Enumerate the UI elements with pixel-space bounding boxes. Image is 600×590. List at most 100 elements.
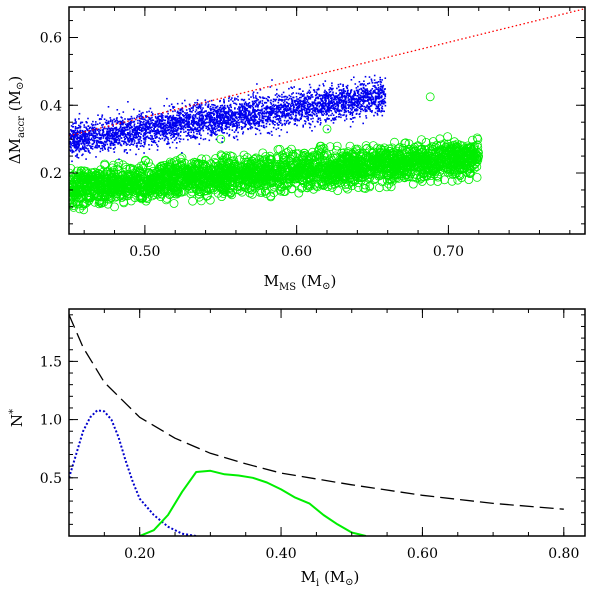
blue-point [268,123,271,126]
blue-point [336,97,339,99]
blue-point [261,108,263,110]
green-point [455,140,465,150]
blue-point [174,110,176,112]
blue-point [221,128,224,131]
blue-point [118,158,120,161]
blue-point [310,118,312,120]
blue-point [95,144,97,147]
blue-point [92,142,95,145]
blue-point [366,96,369,99]
blue-point [168,132,170,134]
blue-point [226,112,228,115]
blue-point [371,103,374,105]
blue-point [120,144,123,147]
blue-point [337,105,340,108]
blue-point [176,118,178,121]
blue-point [198,124,200,126]
blue-point [203,120,205,123]
blue-point [221,137,224,139]
blue-point [267,116,269,118]
blue-point [138,113,140,116]
green-point [323,182,333,192]
blue-point [214,125,217,128]
green-point [224,187,234,197]
blue-point [324,119,326,121]
green-point [113,164,122,174]
blue-point [170,103,173,106]
blue-point [172,136,174,138]
blue-point [189,113,192,116]
blue-point [226,127,228,129]
blue-point [196,133,198,135]
blue-point [111,121,114,123]
blue-point [347,99,350,101]
blue-point [196,128,199,131]
blue-point [380,109,383,112]
green-point [396,167,406,177]
blue-point [85,158,87,160]
blue-point [147,127,149,129]
blue-point [347,97,349,99]
green-point [308,167,318,177]
blue-point [331,84,333,87]
blue-point [163,119,166,122]
green-point [386,175,396,185]
blue-point [377,103,380,106]
blue-point [185,109,188,111]
blue-point [102,145,105,148]
blue-point [182,127,184,130]
blue-point [238,116,240,118]
blue-point [133,123,136,125]
blue-point [285,122,288,124]
green-point [118,160,128,170]
blue-point [174,121,176,123]
blue-point [297,92,300,95]
blue-point [280,99,282,101]
blue-point [328,111,330,113]
blue-point [212,110,215,113]
blue-point [234,108,236,110]
blue-point [286,105,288,107]
blue-point [102,131,105,133]
blue-point [324,101,326,104]
blue-point [207,111,210,114]
green-point [327,183,337,192]
blue-point [363,80,365,82]
green-point [86,171,96,181]
blue-point [83,124,85,126]
blue-point [318,95,321,97]
green-point [353,183,363,192]
blue-point [201,111,203,114]
blue-point [129,132,131,134]
blue-point [189,108,191,111]
blue-point [138,125,141,127]
blue-point [73,145,76,148]
green-point [241,170,251,180]
blue-point [380,81,383,83]
green-point [389,161,399,171]
blue-point [310,94,313,97]
blue-point [196,99,199,101]
blue-point [117,130,120,133]
blue-point [129,122,132,124]
blue-point [137,119,139,122]
blue-point [86,140,88,142]
blue-point [383,103,385,105]
blue-point [281,96,283,98]
green-point [105,169,115,179]
blue-point [118,141,121,144]
blue-point [330,119,333,122]
blue-point [125,126,127,128]
blue-point [293,110,296,113]
blue-point [109,143,112,145]
blue-point [210,112,213,114]
blue-point [81,129,84,132]
blue-point [292,92,294,94]
blue-point [325,119,327,121]
green-point [450,159,460,169]
blue-point [332,91,334,94]
blue-point [213,117,216,119]
green-point [322,124,332,134]
green-point [76,166,86,176]
blue-point [118,129,121,132]
